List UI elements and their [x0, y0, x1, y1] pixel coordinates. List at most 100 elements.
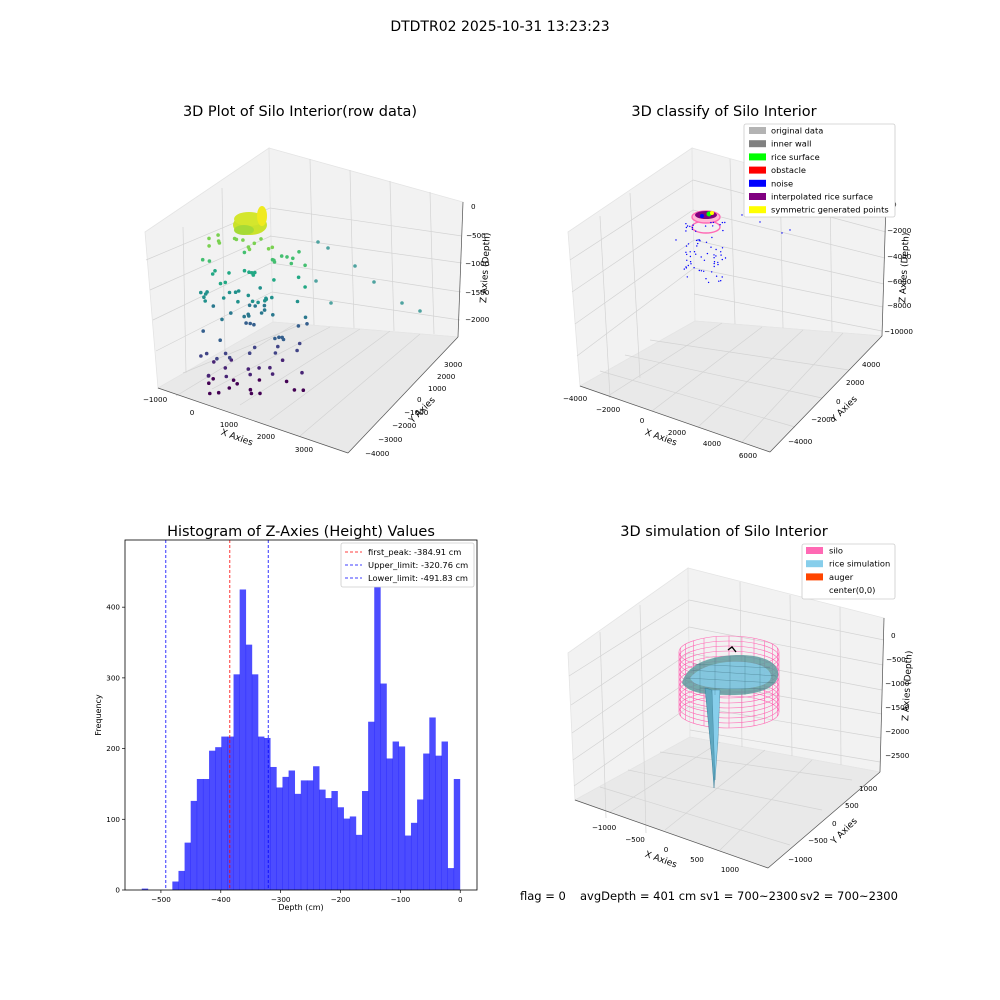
y-tick-label: 400: [106, 603, 120, 612]
noise-point: [693, 267, 695, 269]
legend-swatch: [749, 140, 766, 148]
noise-point: [720, 251, 722, 253]
scatter-point: [236, 299, 240, 304]
scatter-point: [289, 261, 294, 266]
scatter-point: [203, 292, 208, 296]
histogram-bar: [441, 741, 448, 890]
noise-point: [759, 221, 761, 223]
noise-point: [720, 254, 722, 256]
noise-point: [718, 280, 720, 282]
scatter-point: [207, 244, 211, 248]
x-axis-label: X Axies: [219, 428, 254, 449]
panel-raw-3d: 3D Plot of Silo Interior(row data) −1000…: [143, 104, 493, 458]
noise-point: [703, 270, 705, 272]
scatter-point: [199, 354, 203, 358]
x-tick: 1000: [721, 865, 740, 874]
legend-label: center(0,0): [829, 585, 875, 595]
noise-point: [713, 261, 716, 263]
noise-point: [686, 253, 688, 256]
histogram-bar: [184, 842, 192, 890]
noise-point: [724, 257, 727, 259]
noise-point: [695, 230, 697, 232]
histogram-bar: [404, 835, 412, 890]
histogram-bar: [190, 800, 198, 890]
scatter-point: [372, 280, 376, 284]
x-axis-label: X Axies: [643, 850, 678, 871]
scatter-point: [314, 279, 318, 283]
scatter-point: [252, 345, 257, 350]
legend-label: Lower_limit: -491.83 cm: [368, 573, 468, 583]
histogram-bar: [337, 807, 344, 890]
z-tick: −2000: [887, 226, 912, 235]
grid-lines: [569, 158, 887, 443]
histogram-bar: [417, 799, 424, 890]
scatter-point: [246, 245, 251, 249]
x-tick: 0: [640, 416, 645, 425]
x-tick-label: −200: [331, 895, 351, 904]
scatter-point: [235, 382, 239, 386]
y-tick: −4000: [788, 437, 813, 446]
legend-label: auger: [829, 572, 854, 582]
x-tick: −4000: [563, 394, 588, 403]
histogram-bar: [392, 741, 400, 890]
grid-lines: [568, 581, 885, 851]
scatter-point: [329, 301, 333, 305]
histogram-bar: [374, 557, 381, 890]
legend-label: rice simulation: [829, 559, 890, 569]
scatter-point: [305, 322, 309, 326]
noise-point: [722, 229, 724, 232]
scatter-point: [207, 259, 212, 263]
x-tick-label: −300: [271, 895, 291, 904]
scatter-point: [199, 290, 203, 295]
legend-label: Upper_limit: -320.76 cm: [368, 560, 468, 570]
y-tick: −2000: [811, 415, 836, 424]
z-tick: −2000: [465, 315, 490, 324]
legend-label: silo: [829, 546, 843, 556]
noise-point: [741, 214, 743, 216]
scatter-point: [271, 313, 275, 317]
histogram-bar: [288, 770, 296, 890]
classify-legend: original data inner wall rice surface obsta…: [743, 123, 896, 218]
scatter-point: [227, 290, 232, 295]
scatter-point: [257, 366, 261, 370]
z-tick: −6000: [887, 277, 912, 286]
y-tick: 500: [845, 801, 859, 810]
y-tick: 0: [417, 395, 422, 404]
noise-point: [789, 229, 791, 231]
noise-point: [685, 251, 687, 253]
histogram-bar: [141, 888, 149, 890]
legend-swatch: [806, 573, 823, 581]
x-tick: 2000: [668, 428, 687, 437]
flag-text: flag = 0: [520, 889, 566, 903]
y-tick: 1000: [859, 784, 878, 793]
scatter-point: [249, 391, 254, 396]
scatter-point: [244, 321, 248, 325]
scatter-point: [247, 303, 252, 308]
y-tick: −4000: [365, 449, 390, 458]
scatter-point: [242, 314, 246, 319]
histogram-bar: [435, 755, 442, 890]
scatter-point: [200, 257, 205, 262]
scatter-point: [218, 338, 222, 343]
noise-point: [685, 226, 688, 229]
scatter-point: [297, 341, 302, 346]
scatter-point: [279, 254, 284, 258]
scatter-point: [270, 295, 274, 300]
scatter-point: [295, 348, 299, 353]
scatter-point: [246, 312, 250, 317]
scatter-point: [206, 374, 211, 378]
z-tick: −1000: [885, 679, 910, 688]
z-tick: −8000: [887, 301, 912, 310]
scatter-point: [213, 269, 217, 273]
histogram-bar: [196, 778, 204, 890]
noise-point: [685, 266, 687, 268]
scatter-point: [295, 299, 300, 304]
noise-point: [711, 236, 713, 239]
noise-point: [705, 278, 707, 280]
histogram-bar: [423, 753, 430, 890]
x-tick: 4000: [703, 439, 722, 448]
z-tick: −2500: [885, 751, 910, 760]
z-axis-label: Z Axies (Depth): [901, 650, 915, 721]
histogram-bar: [233, 674, 240, 890]
noise-point: [698, 239, 701, 241]
